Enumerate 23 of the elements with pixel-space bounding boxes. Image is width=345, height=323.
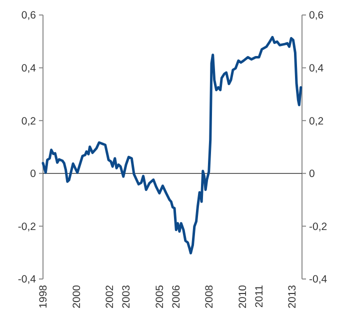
x-tick-label: 2008 (204, 284, 216, 308)
y2-tick-label: 0,4 (309, 62, 324, 74)
y2-tick-label: 0,2 (309, 115, 324, 128)
y2-tick-label: -0,4 (309, 274, 328, 286)
y2-tick-label: 0 (309, 168, 315, 180)
y2-tick-label: 0,6 (309, 10, 324, 22)
y-tick-label: -0,4 (18, 274, 36, 286)
y-tick-label: -0,2 (18, 220, 36, 233)
x-tick-label: 2013 (286, 284, 299, 308)
y-tick-label: 0,2 (21, 115, 36, 128)
y-tick-label: 0,4 (21, 62, 36, 74)
line-series (42, 36, 302, 254)
x-tick-label: 2010 (236, 284, 249, 308)
x-tick-label: 2005 (154, 284, 166, 308)
x-tick-label: 1998 (38, 284, 50, 308)
x-tick-label: 2000 (70, 284, 83, 308)
x-tick-label: 2002 (104, 284, 116, 308)
y-tick-label: 0 (30, 168, 36, 180)
y-tick-label: 0,6 (21, 10, 36, 22)
x-tick-label: 2003 (120, 284, 133, 308)
y2-tick-label: -0,2 (309, 220, 328, 233)
x-tick-label: 2011 (254, 284, 266, 308)
x-tick-label: 2006 (170, 284, 182, 308)
